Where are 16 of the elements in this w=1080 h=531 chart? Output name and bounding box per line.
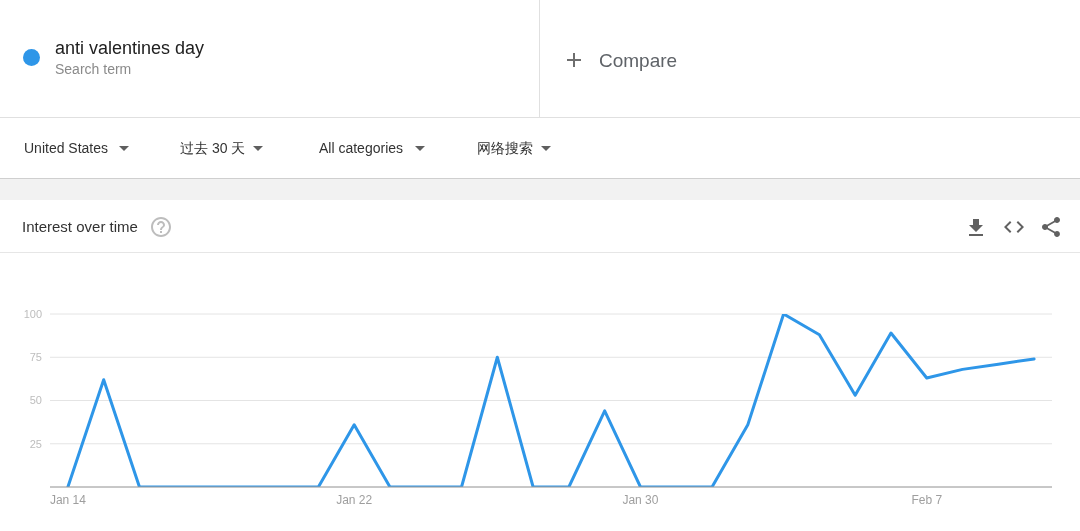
y-tick-label: 75	[29, 351, 42, 364]
x-tick-label: Jan 14	[49, 492, 87, 507]
text: Search term	[55, 61, 132, 78]
text: Compare	[599, 49, 678, 73]
text: All categories	[319, 139, 404, 157]
legend-label: anti valentines day	[55, 37, 205, 59]
x-tick-label: Jan 22	[336, 492, 373, 507]
y-tick-label: 50	[29, 394, 42, 407]
x-tick-label: Feb 7	[911, 492, 943, 507]
y-tick-label: 25	[29, 437, 42, 450]
x-tick-label: Jan 30	[622, 492, 659, 507]
text: 网络搜索	[477, 139, 533, 157]
text: 过去 30 天	[180, 139, 246, 157]
text: United States	[24, 139, 109, 157]
chart-title: Interest over time	[22, 218, 138, 236]
y-tick-label: 100	[23, 307, 42, 320]
